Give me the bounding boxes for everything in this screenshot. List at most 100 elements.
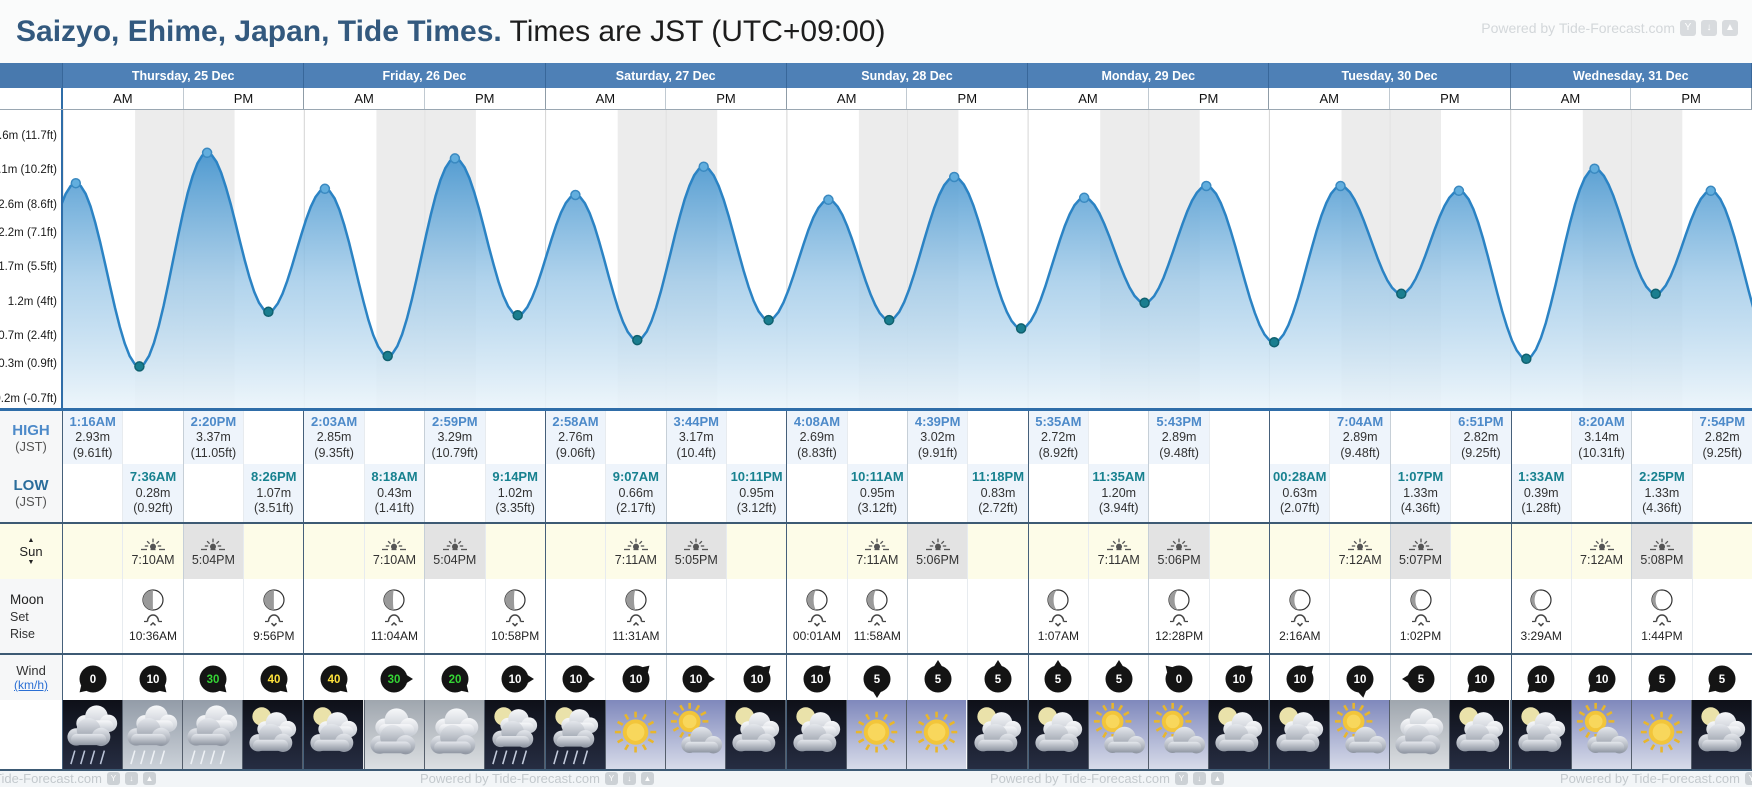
weather-cell (1511, 700, 1572, 769)
sun-slot (486, 524, 545, 579)
svg-text:20: 20 (448, 674, 461, 686)
tide-height-ft: (0.92ft) (133, 501, 173, 516)
day-header-0: Thursday, 25 Dec (63, 63, 305, 88)
wind-badge: 5 (984, 659, 1012, 692)
low-slot: 10:11AM 0.95m (3.12ft) (847, 464, 908, 522)
y-axis-label: 3.1m (10.2ft) (0, 164, 57, 177)
sun-horizon-icon (1167, 538, 1192, 551)
moon-slot: 1:07AM (1029, 579, 1090, 653)
high-slot: 2:59PM 3.29m (10.79ft) (425, 411, 486, 464)
wind-slot: 5 (1391, 655, 1452, 700)
high-slot: 2:58AM 2.76m (9.06ft) (545, 411, 607, 464)
sun-horizon-icon (623, 538, 648, 551)
tide-height-ft: (11.05ft) (190, 445, 237, 460)
moon-slot (1451, 579, 1510, 653)
tide-height-m: 2.69m (799, 430, 835, 444)
tide-time: 2:59PM (432, 413, 478, 429)
wind-speed-badge: 30 (184, 655, 243, 700)
low-slot (546, 464, 607, 522)
svg-text:5: 5 (1055, 674, 1062, 686)
low-tide-marker (1015, 323, 1027, 334)
tide-height-m: 2.76m (558, 430, 593, 444)
day-header-1: Friday, 26 Dec (304, 63, 546, 88)
sun-day-4: 7:11AM 5:06PM (1029, 524, 1271, 579)
tide-time: 11:18PM (972, 469, 1025, 485)
sunset-time: 5:07PM (1398, 553, 1443, 567)
sun-day-2: 7:11AM 5:05PM (546, 524, 788, 579)
moon-set-time: 9:56PM (253, 629, 295, 643)
tide-height-ft: (3.35ft) (495, 501, 535, 516)
weather-partly-sunny-icon (1088, 700, 1148, 769)
footer-watermark: Powered by Tide-Forecast.com Y ↓ ▲ (0, 771, 156, 786)
weather-night-cloudy-icon (1270, 700, 1330, 769)
day-header-2: Saturday, 27 Dec (545, 63, 787, 88)
high-tide-cell: 2:58AM 2.76m (9.06ft) (545, 411, 606, 464)
moon-day-6: 3:29AM 1:44PM (1512, 579, 1752, 653)
high-tide-marker (449, 153, 461, 164)
weather-cell (907, 700, 968, 769)
wind-slot: 10 (486, 655, 545, 700)
day-header-label: Friday, 26 Dec (382, 68, 467, 83)
moon-phase-icon (1289, 589, 1311, 611)
sunset-time: 5:04PM (433, 553, 477, 567)
weather-sunny-icon (847, 700, 907, 769)
high-slot: 1:16AM 2.93m (9.61ft) (63, 411, 124, 464)
tide-curve (63, 151, 1752, 368)
pm-label: PM (957, 91, 978, 106)
moon-rise-icon (144, 614, 163, 626)
low-tide-cell: 8:18AM 0.43m (1.41ft) (364, 464, 425, 522)
powered-by-watermark: Powered by Tide-Forecast.com Y ↓ ▲ (1481, 20, 1738, 36)
weather-row (0, 700, 1752, 771)
wind-slot: 5 (968, 655, 1027, 700)
svg-text:10: 10 (629, 674, 642, 686)
moon-phase-icon (1530, 589, 1552, 611)
moon-row-label: Moon Set Rise (0, 579, 63, 653)
moon-slot (667, 579, 727, 653)
weather-cell (183, 700, 244, 769)
sun-horizon-icon (1106, 538, 1131, 551)
low-tide-marker (512, 309, 523, 321)
sunrise-cell: 7:11AM (1089, 524, 1148, 579)
tide-height-m: 2.82m (1463, 430, 1499, 444)
moon-set-cell: 3:29AM (1512, 579, 1571, 653)
wind-speed-badge: 5 (1089, 655, 1148, 700)
wind-slot: 10 (667, 655, 727, 700)
tide-time: 00:28AM (1273, 469, 1327, 485)
sunrise-cell: 7:12AM (1572, 524, 1631, 579)
sunrise-arrow-icon[interactable]: ▲ (27, 537, 35, 544)
high-slot (123, 411, 184, 464)
wind-unit-link[interactable]: (km/h) (14, 678, 48, 692)
svg-text:40: 40 (267, 674, 280, 686)
ampm-corner (0, 88, 63, 109)
footer-watermark-icon: ↓ (1192, 772, 1206, 785)
sunset-arrow-icon[interactable]: ▼ (27, 559, 35, 566)
moon-slot (1210, 579, 1269, 653)
wind-speed-badge: 10 (787, 655, 846, 700)
weather-cell (1450, 700, 1511, 769)
high-day-4: 5:35AM 2.72m (8.92ft) 5:43PM 2.89m (9.48ft) (1028, 411, 1271, 464)
moon-slot: 1:44PM (1632, 579, 1693, 653)
high-day-2: 2:58AM 2.76m (9.06ft) 3:44PM 3.17m (10.4ft) (545, 411, 788, 464)
weather-night-showers-icon (484, 700, 544, 769)
tide-height-m: 2.93m (75, 430, 111, 444)
sun-day-0: 7:10AM 5:04PM (63, 524, 305, 579)
wind-speed-badge: 5 (908, 655, 967, 700)
low-tide-marker (883, 314, 895, 326)
sunset-time: 5:05PM (674, 553, 718, 567)
weather-night-cloudy-icon (967, 700, 1027, 769)
wind-badge: 5 (1044, 659, 1072, 692)
tide-time: 6:51PM (1458, 413, 1504, 429)
sun-day-6: 7:12AM 5:08PM (1512, 524, 1752, 579)
moon-slot (727, 579, 786, 653)
low-tide-marker (1650, 288, 1661, 300)
sun-horizon-icon (1348, 538, 1373, 551)
sun-slot: 5:04PM (183, 524, 245, 579)
tide-time: 1:07PM (1397, 469, 1444, 485)
sun-slot: 5:04PM (425, 524, 486, 579)
sunrise-time: 7:12AM (1338, 553, 1382, 567)
tide-height-m: 2.72m (1040, 430, 1076, 444)
weather-overcast-icon (424, 700, 484, 769)
sun-slot (244, 524, 303, 579)
tide-height-ft: (8.92ft) (1038, 445, 1079, 460)
high-tide-marker (948, 171, 960, 183)
